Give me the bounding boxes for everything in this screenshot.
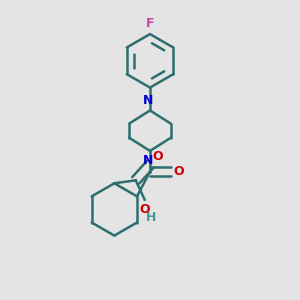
Text: N: N: [143, 94, 154, 107]
Text: O: O: [152, 150, 163, 163]
Text: N: N: [143, 154, 154, 167]
Text: F: F: [146, 16, 154, 30]
Text: O: O: [139, 202, 150, 216]
Text: O: O: [174, 165, 184, 178]
Text: H: H: [146, 211, 157, 224]
